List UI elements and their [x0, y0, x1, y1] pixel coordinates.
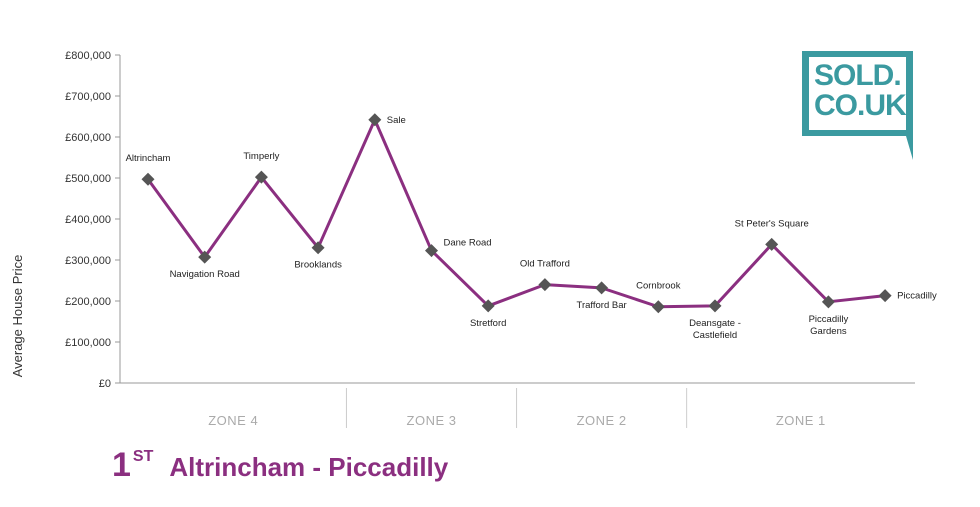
y-tick-label: £200,000: [65, 296, 111, 308]
zone-label: ZONE 2: [577, 413, 627, 428]
y-tick-label: £600,000: [65, 132, 111, 144]
station-label: Cornbrook: [636, 281, 681, 292]
station-label: Brooklands: [294, 260, 342, 271]
y-tick-label: £300,000: [65, 255, 111, 267]
route-name: Altrincham - Piccadilly: [169, 452, 449, 482]
zone-bands: ZONE 4 ZONE 3 ZONE 2 ZONE 1: [208, 388, 826, 428]
y-tick-label: £400,000: [65, 214, 111, 226]
station-label: Old Trafford: [520, 259, 570, 270]
y-tick-label: £100,000: [65, 337, 111, 349]
data-point-marker: [765, 237, 779, 251]
y-axis-title: Average House Price: [10, 255, 25, 378]
station-label: Deansgate -Castlefield: [689, 318, 741, 341]
zone-label: ZONE 4: [208, 413, 258, 428]
logo-tail: [906, 136, 913, 160]
page-title: 1 ST Altrincham - Piccadilly: [112, 446, 448, 485]
zone-label: ZONE 1: [776, 413, 826, 428]
data-point-marker: [254, 170, 268, 184]
y-tick-label: £0: [99, 378, 111, 390]
station-label: Altrincham: [126, 153, 171, 164]
station-label: Dane Road: [444, 238, 492, 249]
data-point-marker: [538, 278, 552, 292]
data-point-marker: [821, 295, 835, 309]
station-label: Trafford Bar: [577, 300, 627, 311]
zone-label: ZONE 3: [407, 413, 457, 428]
series-price-line: [146, 118, 886, 309]
data-point-marker: [595, 281, 609, 295]
data-point-marker: [141, 172, 155, 186]
station-label: Stretford: [470, 318, 506, 329]
station-label: Piccadilly Gardens: [809, 314, 849, 337]
y-tick-label: £700,000: [65, 91, 111, 103]
logo-line-2: CO.UK: [814, 89, 907, 122]
station-labels: Altrincham Navigation Road Timperly Brookla…: [126, 115, 937, 341]
data-point-marker: [425, 244, 438, 258]
data-point-marker: [651, 300, 665, 314]
data-point-marker: [311, 241, 325, 255]
station-label: Navigation Road: [170, 269, 240, 280]
station-label: Piccadilly: [897, 291, 937, 302]
data-point-marker: [878, 289, 892, 303]
markers: [141, 113, 892, 314]
logo-line-1: SOLD.: [814, 59, 902, 92]
price-line: [146, 118, 886, 309]
rank-suffix: ST: [132, 448, 154, 465]
data-point-marker: [708, 299, 722, 313]
data-point-marker: [368, 113, 382, 127]
axes: £0 £100,000 £200,000 £300,000 £400,000 £500,0…: [65, 50, 915, 390]
station-label: St Peter's Square: [735, 218, 809, 229]
station-label: Sale: [387, 115, 406, 126]
rank-number: 1: [112, 446, 131, 484]
data-point-marker: [198, 250, 212, 264]
y-tick-label: £800,000: [65, 50, 111, 62]
sold-logo: SOLD. CO.UK: [802, 51, 913, 136]
data-point-marker: [481, 299, 495, 313]
station-label: Timperly: [243, 151, 279, 162]
y-tick-label: £500,000: [65, 173, 111, 185]
